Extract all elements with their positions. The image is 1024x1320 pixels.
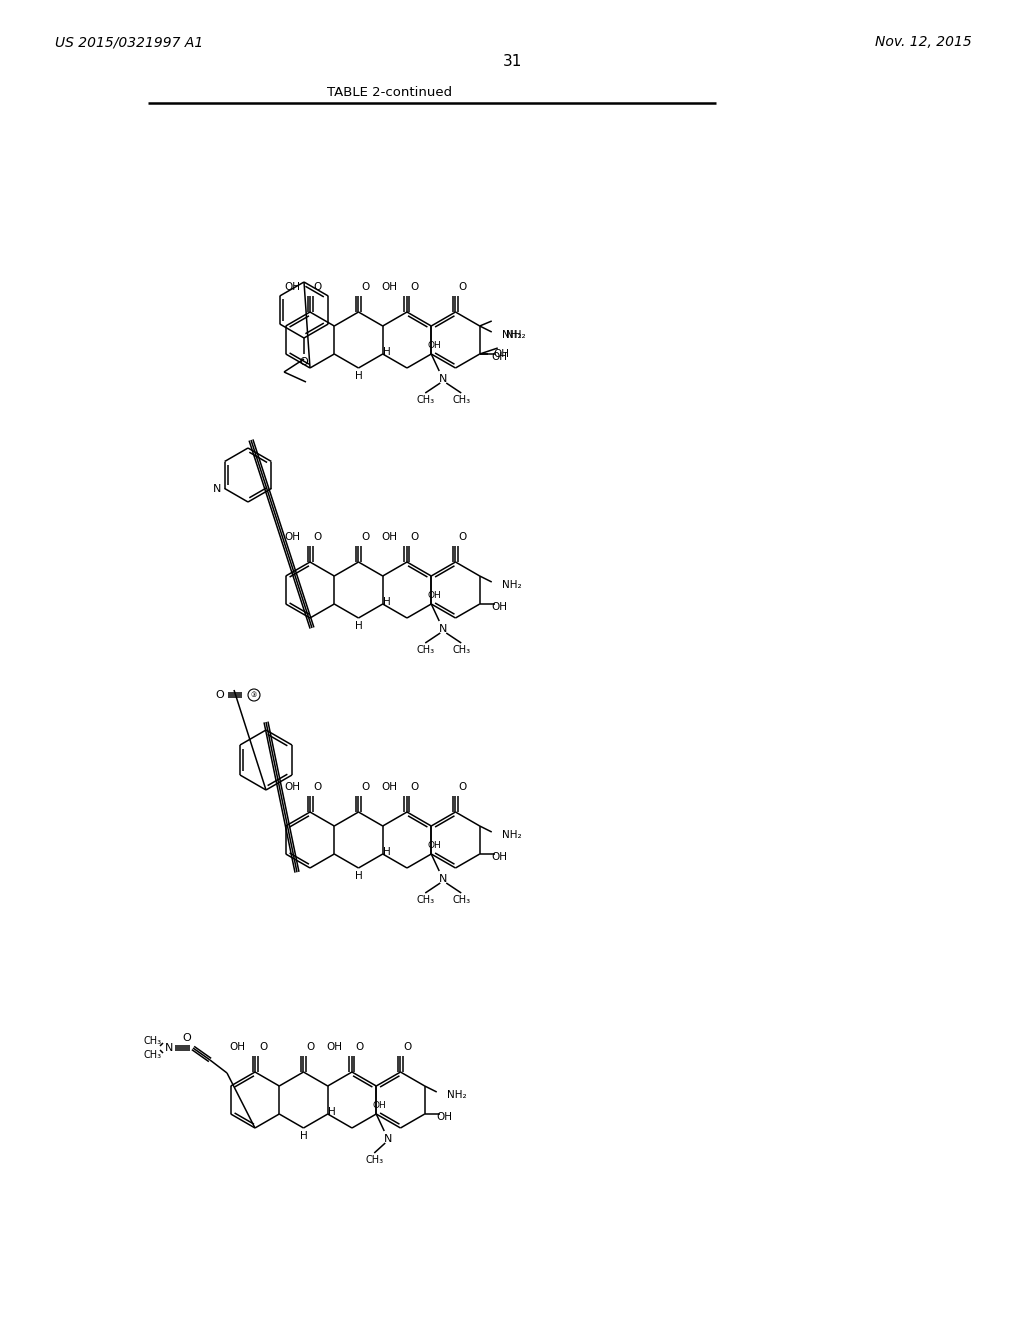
Text: CH₃: CH₃: [144, 1036, 162, 1045]
Text: H: H: [354, 871, 362, 880]
Text: N: N: [212, 483, 221, 494]
Text: OH: OH: [437, 1111, 453, 1122]
Text: O: O: [361, 781, 370, 792]
Text: O: O: [314, 781, 323, 792]
Text: OH: OH: [492, 851, 508, 862]
Text: N: N: [439, 624, 447, 634]
Text: OH: OH: [494, 348, 510, 359]
Text: OH: OH: [284, 781, 300, 792]
Text: O: O: [411, 282, 419, 292]
Text: US 2015/0321997 A1: US 2015/0321997 A1: [55, 36, 203, 49]
Text: O: O: [361, 532, 370, 543]
Text: OH: OH: [373, 1101, 386, 1110]
Text: OH: OH: [427, 591, 441, 601]
Text: CH₃: CH₃: [144, 1049, 162, 1060]
Text: CH₃: CH₃: [416, 645, 434, 655]
Text: NH₂: NH₂: [502, 330, 521, 341]
Text: NH₂: NH₂: [506, 330, 525, 341]
Text: O: O: [403, 1041, 412, 1052]
Text: CH₃: CH₃: [453, 895, 470, 906]
Text: O: O: [314, 282, 323, 292]
Text: O: O: [300, 356, 308, 367]
Text: N: N: [439, 874, 447, 884]
Text: NH₂: NH₂: [446, 1090, 467, 1100]
Text: O: O: [314, 532, 323, 543]
Text: OH: OH: [381, 532, 397, 543]
Text: N: N: [384, 1134, 392, 1144]
Text: OH: OH: [229, 1041, 245, 1052]
Text: OH: OH: [492, 602, 508, 612]
Text: OH: OH: [284, 282, 300, 292]
Text: H: H: [354, 371, 362, 381]
Text: CH₃: CH₃: [453, 645, 470, 655]
Text: O: O: [459, 282, 467, 292]
Text: H: H: [354, 620, 362, 631]
Text: NH₂: NH₂: [502, 579, 521, 590]
Text: CH₃: CH₃: [416, 395, 434, 405]
Text: N: N: [439, 374, 447, 384]
Text: O: O: [459, 781, 467, 792]
Text: 31: 31: [503, 54, 521, 70]
Text: H: H: [383, 847, 390, 857]
Text: O: O: [216, 690, 224, 700]
Text: O: O: [411, 532, 419, 543]
Text: CH₃: CH₃: [453, 395, 470, 405]
Text: OH: OH: [427, 342, 441, 351]
Text: OH: OH: [284, 532, 300, 543]
Text: O: O: [306, 1041, 314, 1052]
Text: O: O: [411, 781, 419, 792]
Text: OH: OH: [492, 352, 508, 362]
Text: O: O: [356, 1041, 365, 1052]
Text: H: H: [300, 1131, 307, 1140]
Text: H: H: [383, 597, 390, 607]
Text: H: H: [328, 1107, 336, 1117]
Text: OH: OH: [427, 842, 441, 850]
Text: CH₃: CH₃: [366, 1155, 383, 1166]
Text: O: O: [182, 1034, 191, 1043]
Text: NH₂: NH₂: [502, 830, 521, 840]
Text: Nov. 12, 2015: Nov. 12, 2015: [876, 36, 972, 49]
Text: N: N: [165, 1043, 173, 1053]
Text: ③: ③: [251, 692, 257, 698]
Text: O: O: [259, 1041, 267, 1052]
Text: O: O: [459, 532, 467, 543]
Text: OH: OH: [381, 781, 397, 792]
Text: O: O: [361, 282, 370, 292]
Text: CH₃: CH₃: [416, 895, 434, 906]
Text: H: H: [383, 347, 390, 356]
Text: OH: OH: [381, 282, 397, 292]
Text: OH: OH: [326, 1041, 342, 1052]
Text: TABLE 2-continued: TABLE 2-continued: [328, 87, 453, 99]
